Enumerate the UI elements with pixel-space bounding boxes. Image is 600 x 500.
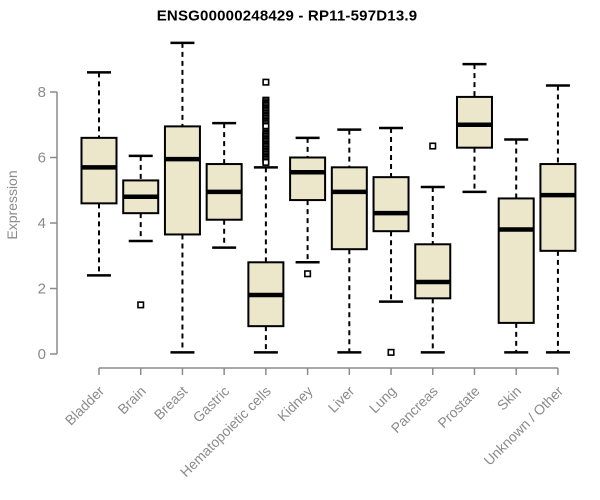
y-tick-label: 4: [38, 215, 46, 232]
box-lung: [372, 176, 410, 233]
x-tick-label-brain: Brain: [114, 383, 148, 417]
x-tick-label-prostate: Prostate: [434, 383, 482, 431]
x-tick-label-lung: Lung: [366, 383, 399, 416]
box-kidney: [289, 156, 327, 202]
x-tick-label-liver: Liver: [325, 383, 358, 416]
outlier-hematopoietic-cells: [262, 78, 270, 86]
outlier-pancreas: [429, 142, 437, 150]
box-breast: [163, 125, 201, 236]
outlier-brain: [137, 301, 145, 309]
box-skin: [497, 197, 535, 324]
y-tick-label: 2: [38, 281, 46, 298]
x-tick-label-kidney: Kidney: [274, 383, 316, 425]
box-liver: [330, 166, 368, 251]
x-tick-label-skin: Skin: [494, 383, 525, 414]
outlier-hematopoietic-cells: [262, 158, 270, 166]
y-tick-label: 8: [38, 84, 46, 101]
box-pancreas: [414, 243, 452, 300]
outlier-kidney: [304, 270, 312, 278]
box-bladder: [80, 136, 118, 205]
x-tick-label-unknown-other: Unknown / Other: [480, 383, 566, 469]
outlier-lung: [387, 348, 395, 356]
x-tick-label-breast: Breast: [151, 383, 191, 423]
y-tick-label: 6: [38, 150, 46, 167]
box-unknown-other: [539, 163, 577, 252]
y-tick-label: 0: [38, 346, 46, 363]
chart-title: ENSG00000248429 - RP11-597D13.9: [156, 7, 418, 25]
x-tick-label-bladder: Bladder: [62, 383, 108, 429]
box-prostate: [455, 95, 493, 149]
